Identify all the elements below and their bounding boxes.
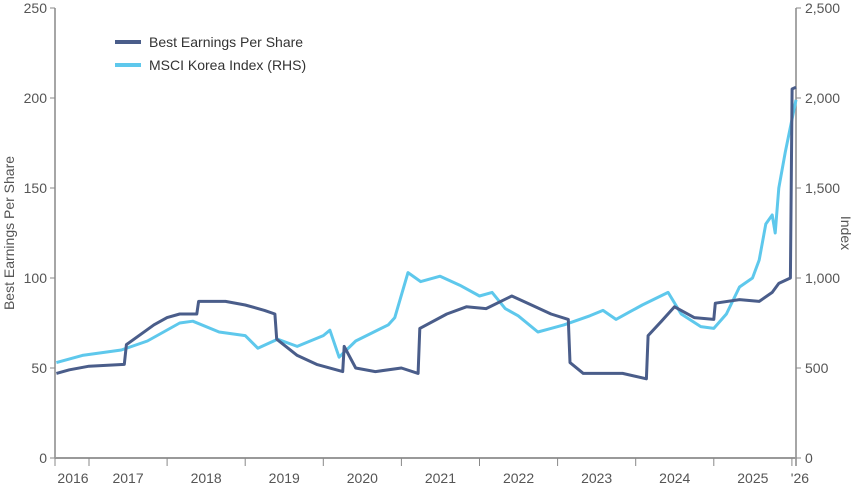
y-axis-label-left: Best Earnings Per Share <box>1 156 17 310</box>
x-tick-label: 2019 <box>269 470 300 486</box>
y-tick-label-left: 200 <box>24 90 48 106</box>
x-tick-label: 2025 <box>737 470 768 486</box>
series-line-msci-korea-index <box>55 99 798 365</box>
x-tick-label: 2024 <box>659 470 690 486</box>
y-tick-label-right: 1,000 <box>805 270 840 286</box>
x-tick-label: 2021 <box>425 470 456 486</box>
y-tick-label-right: 2,000 <box>805 90 840 106</box>
legend-label: Best Earnings Per Share <box>149 34 303 50</box>
y-tick-label-left: 0 <box>39 450 47 466</box>
x-tick-label: 2017 <box>112 470 143 486</box>
y-tick-label-right: 500 <box>805 360 829 376</box>
y-tick-label-right: 2,500 <box>805 0 840 16</box>
x-tick-label: 2020 <box>347 470 378 486</box>
y-tick-label-left: 150 <box>24 180 48 196</box>
y-tick-label-right: 0 <box>805 450 813 466</box>
x-tick-label: 2022 <box>503 470 534 486</box>
legend-label: MSCI Korea Index (RHS) <box>149 57 306 73</box>
x-tick-label: 2023 <box>581 470 612 486</box>
x-tick-label: 2018 <box>191 470 222 486</box>
y-tick-label-left: 250 <box>24 0 48 16</box>
x-tick-label: 2016 <box>57 470 88 486</box>
y-tick-label-left: 100 <box>24 270 48 286</box>
y-axis-label-right: Index <box>838 216 854 250</box>
y-tick-label-left: 50 <box>31 360 47 376</box>
series-line-best-eps <box>55 85 797 381</box>
x-tick-label: '26 <box>791 470 809 486</box>
y-tick-label-right: 1,500 <box>805 180 840 196</box>
